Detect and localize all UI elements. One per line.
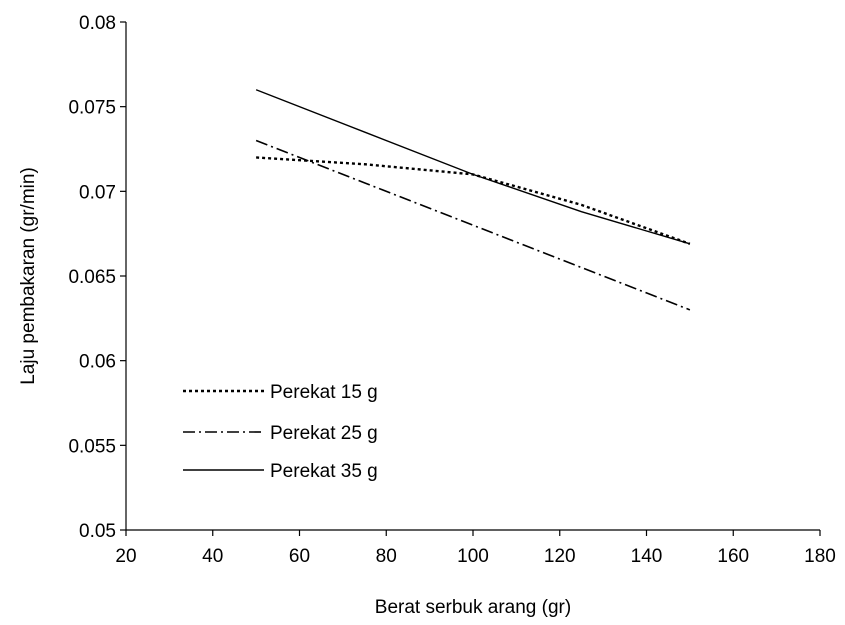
- y-tick-label: 0.05: [79, 521, 116, 542]
- x-tick-label: 60: [289, 546, 310, 567]
- y-tick-label: 0.055: [68, 436, 116, 457]
- x-axis-title: Berat serbuk arang (gr): [375, 597, 571, 618]
- x-tick-label: 180: [804, 546, 836, 567]
- legend-label: Perekat 35 g: [270, 461, 378, 482]
- x-tick-label: 20: [115, 546, 136, 567]
- x-axis-ticks: 20 40 60 80 100 120 140 160 180: [115, 530, 836, 567]
- x-tick-label: 80: [376, 546, 397, 567]
- legend: Perekat 15 g Perekat 25 g Perekat 35 g: [183, 382, 378, 482]
- series-line-perekat-25-g: [255, 139, 691, 311]
- x-tick-label: 40: [202, 546, 223, 567]
- y-axis-title: Laju pembakaran (gr/min): [18, 167, 39, 385]
- series-line-perekat-15-g: [256, 156, 691, 245]
- y-tick-label: 0.065: [68, 267, 116, 288]
- series-line-perekat-35-g: [255, 89, 691, 245]
- legend-label: Perekat 25 g: [270, 423, 378, 444]
- y-tick-label: 0.075: [68, 98, 116, 119]
- x-tick-label: 100: [457, 546, 489, 567]
- y-tick-label: 0.07: [79, 182, 116, 203]
- legend-label: Perekat 15 g: [270, 382, 378, 403]
- series-lines: [255, 89, 691, 311]
- x-tick-label: 140: [631, 546, 663, 567]
- y-tick-label: 0.08: [79, 13, 116, 34]
- x-tick-label: 120: [544, 546, 576, 567]
- y-axis-ticks: 0.05 0.055 0.06 0.065 0.07 0.075 0.08: [68, 13, 126, 542]
- y-tick-label: 0.06: [79, 352, 116, 373]
- plot-frame: [125, 22, 820, 531]
- x-tick-label: 160: [717, 546, 749, 567]
